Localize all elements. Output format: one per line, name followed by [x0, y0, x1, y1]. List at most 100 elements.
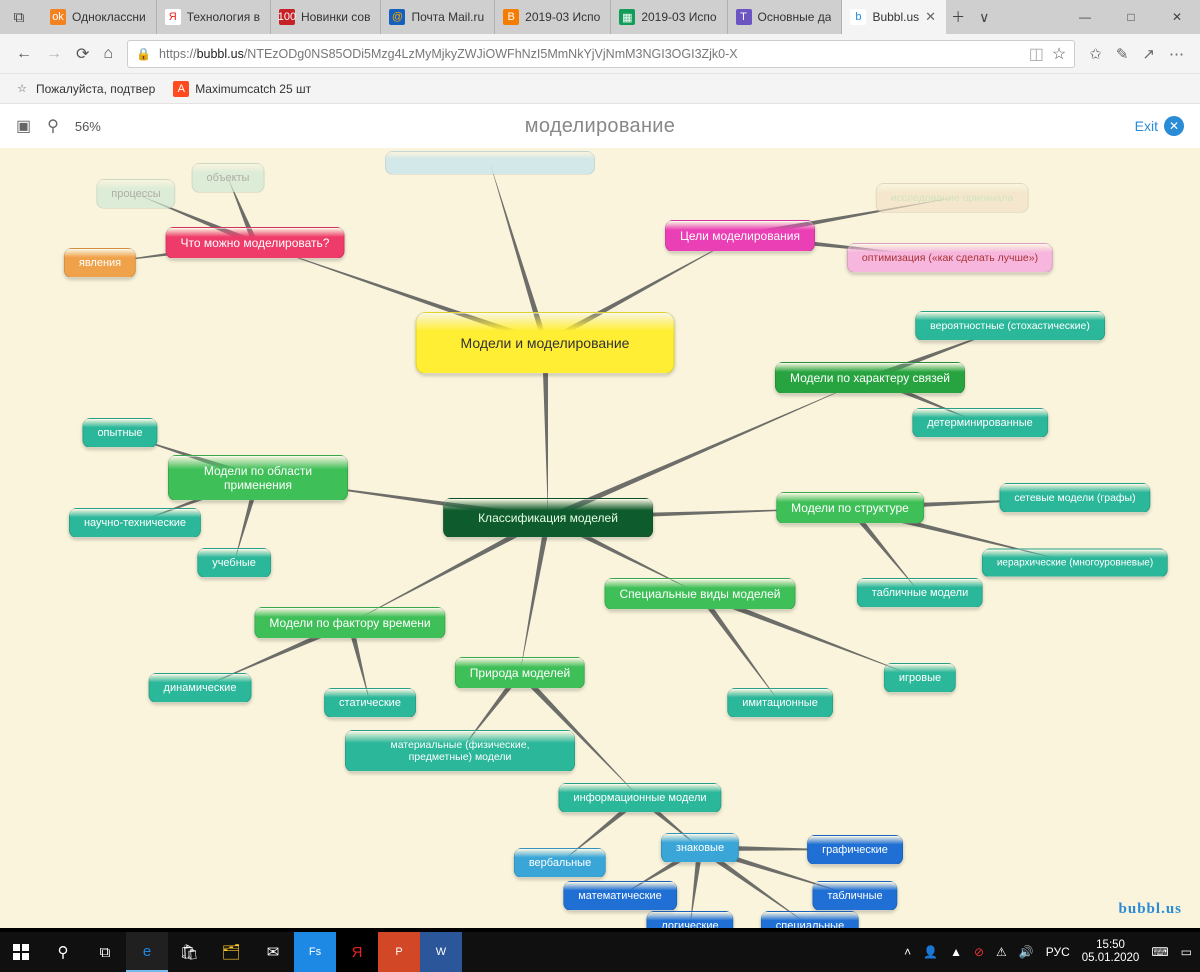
browser-tab[interactable]: B2019-03 Испо [495, 0, 611, 34]
taskbar-app-word[interactable]: W [420, 932, 462, 972]
mindmap-node[interactable]: Модели по области применения [168, 455, 348, 501]
reader-mode-icon[interactable]: ◫ [1029, 44, 1044, 64]
app-toolbar: ▣ ⚲ 56% моделирование Exit ✕ [0, 104, 1200, 148]
search-button[interactable]: ⚲ [42, 932, 84, 972]
start-button[interactable] [0, 932, 42, 972]
mindmap-node[interactable]: Модели по структуре [776, 492, 924, 524]
bookmark-label: Пожалуйста, подтвер [36, 82, 155, 96]
mindmap-node[interactable]: Специальные виды моделей [605, 578, 796, 610]
taskbar-app-mail[interactable]: ✉ [252, 932, 294, 972]
browser-tab[interactable]: ЯТехнология в [157, 0, 271, 34]
share-icon[interactable]: ↗ [1142, 45, 1155, 63]
mindmap-node[interactable]: имитационные [727, 688, 833, 718]
notes-icon[interactable]: ✎ [1116, 45, 1129, 63]
mindmap-node[interactable]: логические [646, 911, 733, 928]
mindmap-node[interactable]: Что можно моделировать? [166, 227, 345, 259]
tray-clock[interactable]: 15:5005.01.2020 [1082, 939, 1140, 965]
mindmap-node[interactable]: материальные (физические, предметные) мо… [345, 730, 575, 772]
mindmap-node[interactable]: специальные [761, 911, 859, 928]
taskbar-app-files[interactable]: 🗂 [210, 932, 252, 972]
mindmap-node[interactable]: знаковые [661, 833, 739, 863]
browser-tab[interactable]: bBubbl.us✕ [842, 0, 947, 34]
tabs-dropdown-button[interactable]: ∨ [979, 9, 989, 26]
fit-screen-icon[interactable]: ▣ [16, 116, 31, 136]
tray-people-icon[interactable]: 👤 [923, 945, 938, 959]
mindmap-node[interactable]: динамические [149, 673, 252, 703]
tray-lang[interactable]: РУС [1046, 945, 1070, 959]
window-close-button[interactable]: ✕ [1154, 0, 1200, 34]
tab-favicon: @ [389, 9, 405, 25]
mindmap-node[interactable]: информационные модели [558, 783, 721, 813]
action-center-icon[interactable]: ▭ [1181, 945, 1192, 959]
taskbar-app-yandex[interactable]: Я [336, 932, 378, 972]
nav-reload-button[interactable]: ⟳ [76, 44, 89, 64]
browser-tab[interactable]: okОдноклассни [42, 0, 157, 34]
mindmap-node[interactable]: Модели и моделирование [416, 312, 675, 374]
task-view-button[interactable]: ⧉ [84, 932, 126, 972]
bookmark-item[interactable]: AMaximumcatch 25 шт [173, 81, 311, 97]
nav-forward-button[interactable]: → [46, 45, 62, 63]
browser-tab[interactable]: @ Почта Mail.ru [381, 0, 495, 34]
tray-shield-icon[interactable]: ⊘ [974, 945, 984, 959]
favorite-star-icon[interactable]: ☆ [1052, 44, 1066, 64]
mindmap-node[interactable]: оптимизация («как сделать лучше») [847, 243, 1053, 273]
tab-label: 2019-03 Испо [641, 10, 716, 24]
system-tray: ˄ 👤 ▲ ⊘ ⚠ 🔊 РУС 15:5005.01.2020 ⌨ ▭ [904, 939, 1192, 965]
browser-tab[interactable]: ▦2019-03 Испо [611, 0, 727, 34]
bookmark-favicon: ☆ [14, 81, 30, 97]
new-tab-button[interactable]: ＋ [951, 7, 965, 27]
tray-volume-icon[interactable]: 🔊 [1019, 945, 1034, 959]
mindmap-node[interactable]: исследование оригинала [876, 183, 1029, 213]
zoom-icon[interactable]: ⚲ [47, 116, 59, 136]
tray-network-icon[interactable]: ⚠ [996, 945, 1007, 959]
bookmark-item[interactable]: ☆ Пожалуйста, подтвер [14, 81, 155, 97]
mindmap-node[interactable]: Классификация моделей [443, 498, 653, 538]
mindmap-node[interactable]: Модели по характеру связей [775, 362, 965, 394]
tab-label: Почта Mail.ru [411, 10, 484, 24]
bubbl-branding: bubbl.us [1119, 901, 1182, 918]
mindmap-node[interactable]: вероятностные (стохастические) [915, 311, 1105, 341]
window-minimize-button[interactable]: — [1062, 0, 1108, 34]
tray-keyboard-icon[interactable]: ⌨ [1151, 945, 1168, 959]
nav-back-button[interactable]: ← [16, 45, 32, 63]
more-icon[interactable]: ⋯ [1169, 45, 1184, 63]
mindmap-node[interactable]: Цели моделирования [665, 220, 815, 252]
mindmap-node[interactable]: игровые [884, 663, 956, 693]
tray-overflow-icon[interactable]: ˄ [904, 945, 911, 959]
mindmap-node[interactable]: научно-технические [69, 508, 201, 538]
mindmap-node[interactable]: табличные [812, 881, 897, 911]
tab-label: Bubbl.us [872, 10, 919, 24]
mindmap-node[interactable]: вербальные [514, 848, 606, 878]
taskbar-app-fs[interactable]: Fs [294, 932, 336, 972]
mindmap-node[interactable]: процессы [96, 179, 175, 209]
mindmap-node[interactable]: математические [563, 881, 677, 911]
favorites-icon[interactable]: ✩ [1089, 45, 1102, 63]
window-maximize-button[interactable]: □ [1108, 0, 1154, 34]
browser-tab[interactable]: TОсновные да [728, 0, 843, 34]
mindmap-node[interactable]: графические [807, 835, 903, 865]
mindmap-node[interactable]: сетевые модели (графы) [999, 483, 1150, 513]
taskbar-app-powerpoint[interactable]: P [378, 932, 420, 972]
mindmap-node[interactable]: табличные модели [857, 578, 983, 608]
browser-tab[interactable]: 100Новинки сов [271, 0, 382, 34]
url-field[interactable]: 🔒 https://bubbl.us/NTEzODg0NS85ODi5Mzg4L… [127, 40, 1075, 68]
mindmap-node[interactable]: объекты [192, 163, 265, 193]
mindmap-node[interactable]: Природа моделей [455, 657, 585, 689]
taskbar-app-store[interactable]: 🛍 [168, 932, 210, 972]
tray-cloud-icon[interactable]: ▲ [950, 945, 962, 959]
nav-home-button[interactable]: ⌂ [103, 45, 113, 63]
exit-button[interactable]: Exit ✕ [1135, 116, 1184, 136]
mindmap-node[interactable]: иерархические (многоуровневые) [982, 549, 1168, 578]
bookmark-favicon: A [173, 81, 189, 97]
taskbar-app-edge[interactable]: e [126, 932, 168, 972]
mindmap-node[interactable]: учебные [197, 548, 271, 578]
mindmap-canvas[interactable]: bubbl.us Модели и моделирование Что можно… [0, 148, 1200, 928]
mindmap-node[interactable]: опытные [82, 418, 157, 448]
mindmap-node[interactable]: детерминированные [912, 408, 1048, 438]
mindmap-node[interactable]: Модели по фактору времени [254, 607, 445, 639]
tab-actions-icon[interactable]: ⧉ [8, 6, 30, 28]
mindmap-node[interactable] [385, 151, 595, 175]
mindmap-node[interactable]: статические [324, 688, 416, 718]
mindmap-node[interactable]: явления [64, 248, 136, 278]
tab-close-icon[interactable]: ✕ [925, 9, 936, 25]
